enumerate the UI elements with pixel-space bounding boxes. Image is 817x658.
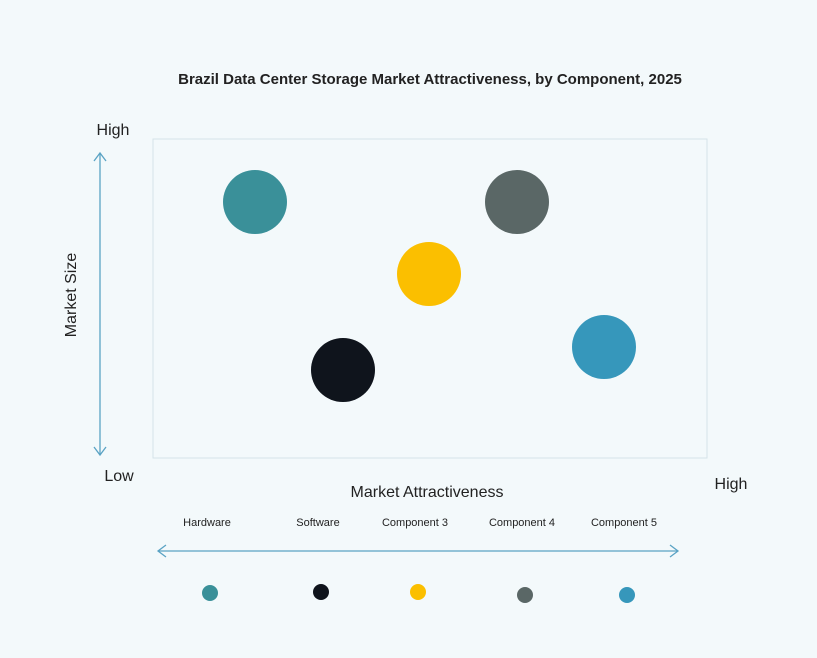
bubble (572, 315, 636, 379)
legend-label: Component 3 (382, 517, 448, 529)
y-high: High (97, 122, 130, 139)
legend-label: Component 4 (489, 517, 555, 529)
legend-dot (313, 584, 329, 600)
x-arrow (156, 544, 680, 558)
legend-dot (410, 584, 426, 600)
title: Brazil Data Center Storage Market Attrac… (178, 71, 682, 88)
y-low: Low (104, 468, 134, 485)
y-label: Market Size (63, 253, 80, 338)
items: Hardware Software Component 3 Component 4 Co… (183, 170, 657, 603)
legend-label: Component 5 (591, 517, 657, 529)
x-high: High (715, 476, 748, 493)
legend-dot (619, 587, 635, 603)
legend-dot (517, 587, 533, 603)
bubble (223, 170, 287, 234)
y-arrow (93, 151, 107, 457)
bubble (311, 338, 375, 402)
legend-label: Hardware (183, 517, 231, 529)
x-label: Market Attractiveness (351, 484, 504, 501)
legend-dot (202, 585, 218, 601)
bubble (397, 242, 461, 306)
legend-label: Software (296, 517, 339, 529)
bubble (485, 170, 549, 234)
